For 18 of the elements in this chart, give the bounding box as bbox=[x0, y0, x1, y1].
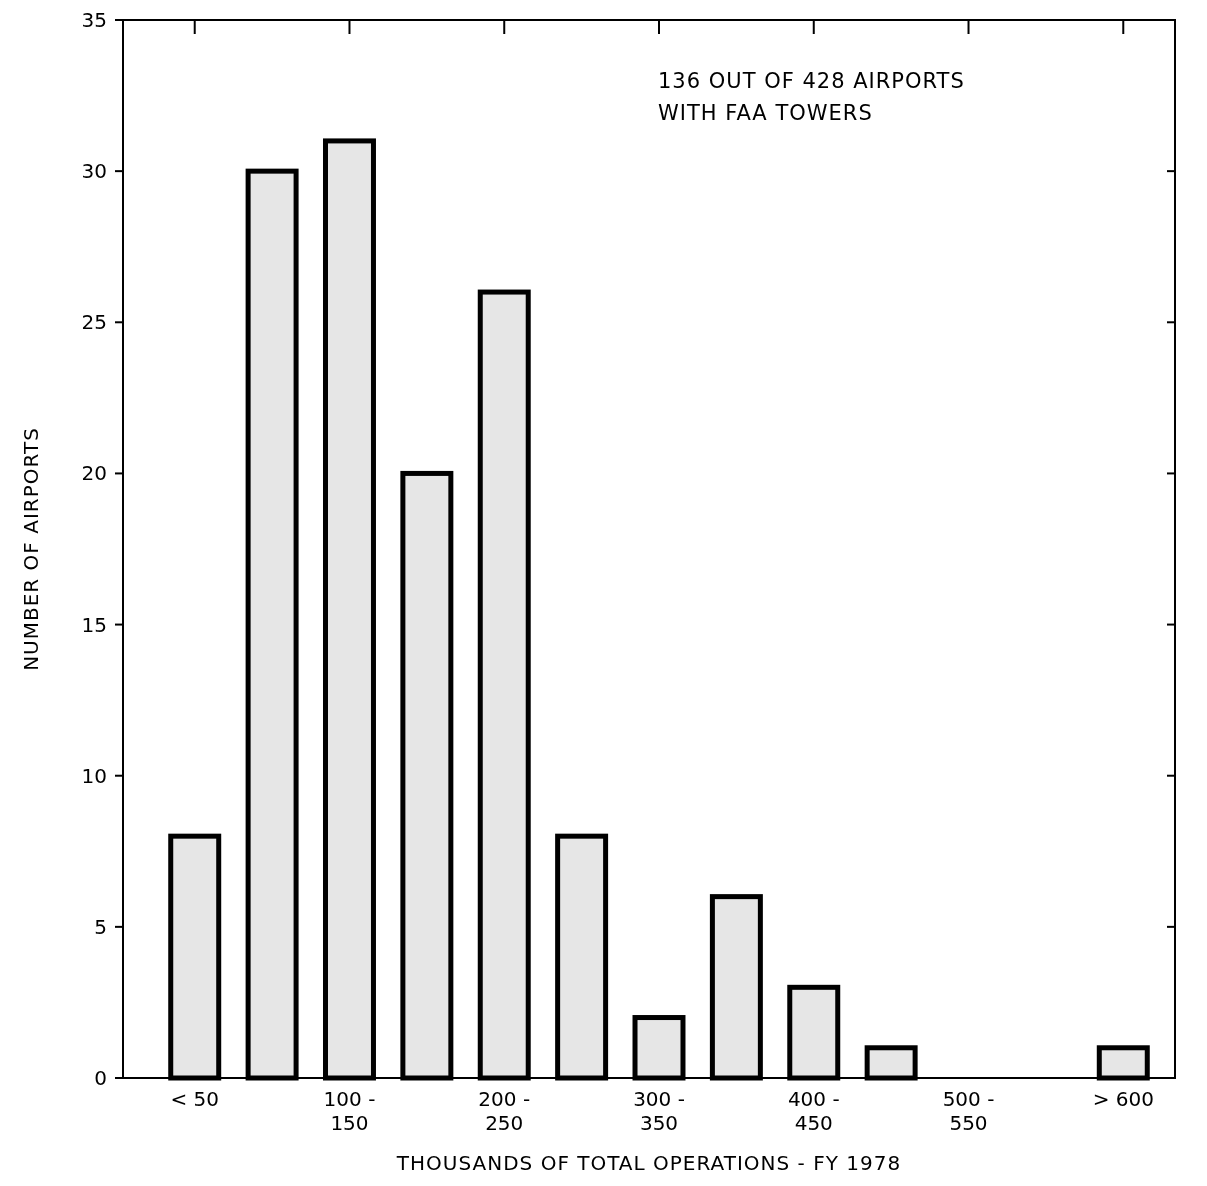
y-tick-label: 20 bbox=[81, 461, 107, 486]
x-tick-label: 200 - 250 bbox=[478, 1087, 531, 1135]
x-tick-label: 300 - 350 bbox=[633, 1087, 685, 1135]
y-tick-label: 0 bbox=[94, 1066, 107, 1090]
y-tick-label: 25 bbox=[81, 310, 107, 335]
x-tick-label: 100 - 150 bbox=[323, 1087, 376, 1135]
y-tick-label: 35 bbox=[81, 8, 107, 32]
x-tick-label: > 600 bbox=[1092, 1087, 1154, 1111]
x-axis-title: THOUSANDS OF TOTAL OPERATIONS - FY 1978 bbox=[395, 1151, 902, 1175]
y-axis-title: NUMBER OF AIRPORTS bbox=[19, 427, 43, 671]
annotation: 136 OUT OF 428 AIRPORTS WITH FAA TOWERS bbox=[658, 69, 965, 125]
y-tick-label: 15 bbox=[81, 612, 107, 637]
x-tick-label: 500 - 550 bbox=[942, 1087, 995, 1135]
x-tick-label: 400 - 450 bbox=[787, 1087, 840, 1135]
x-tick-label: < 50 bbox=[170, 1087, 220, 1111]
y-tick-label: 5 bbox=[94, 914, 107, 939]
y-tick-label: 10 bbox=[81, 763, 107, 788]
y-tick-label: 30 bbox=[81, 159, 107, 184]
